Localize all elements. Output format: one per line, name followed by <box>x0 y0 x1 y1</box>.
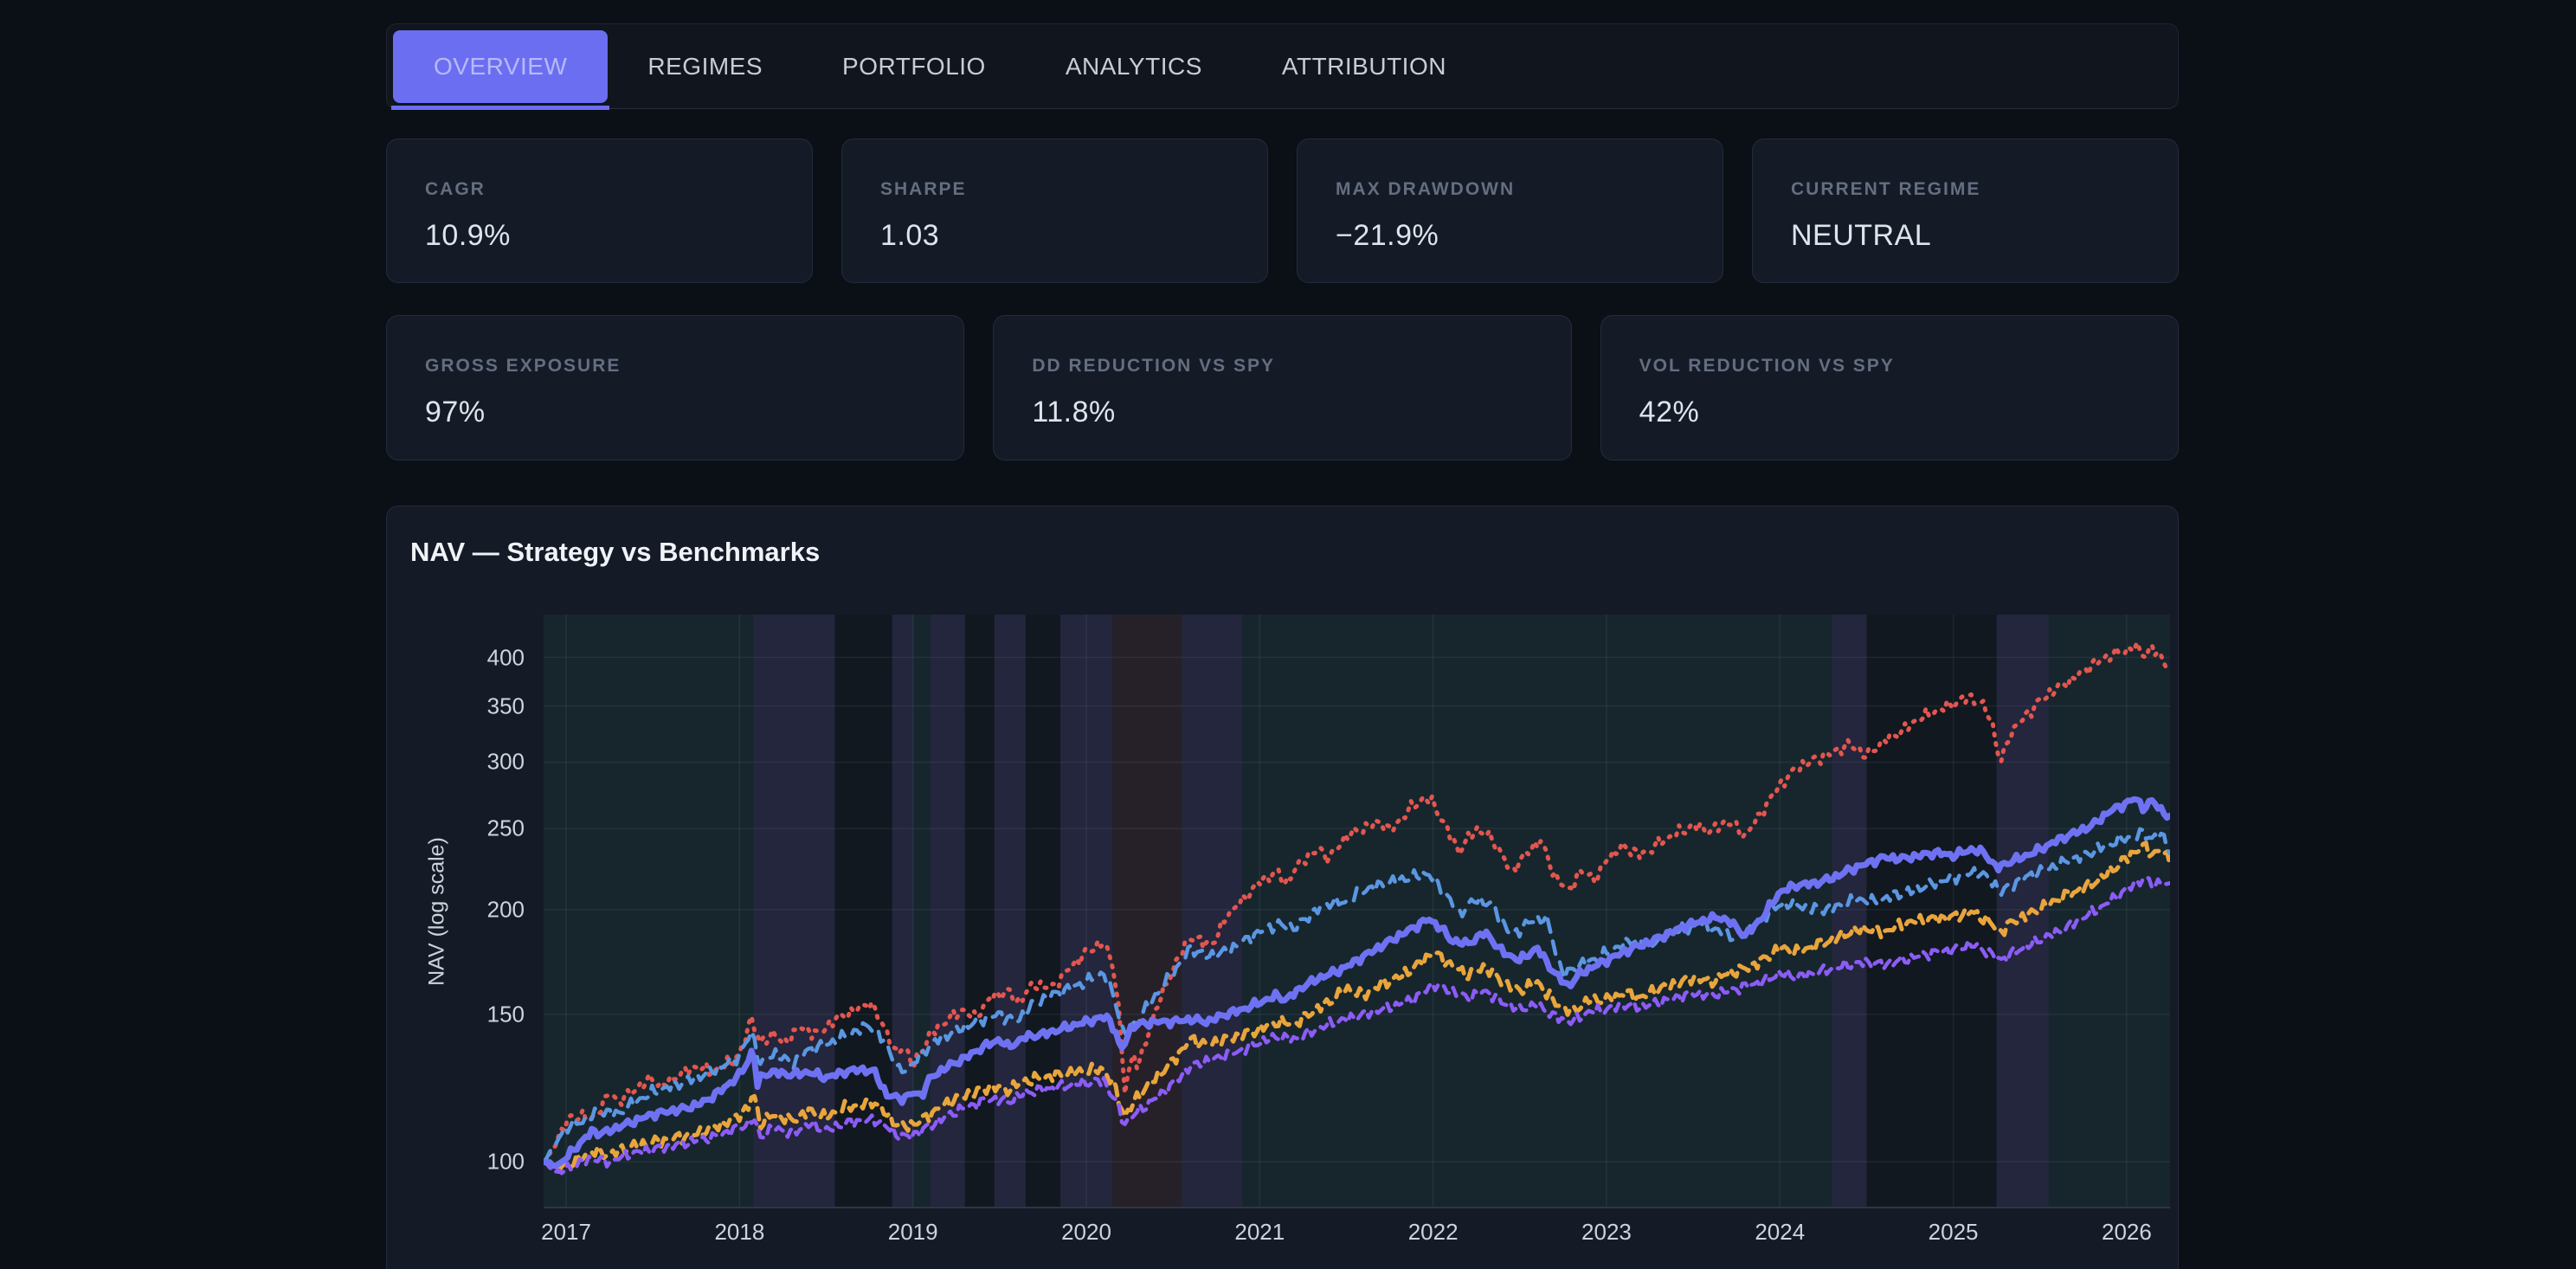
stat-label: MAX DRAWDOWN <box>1336 179 1516 199</box>
stat-card-gross-exposure: GROSS EXPOSURE 97% <box>386 315 965 461</box>
x-tick-label: 2017 <box>541 1219 591 1245</box>
stat-label: VOL REDUCTION VS SPY <box>1639 356 1895 376</box>
nav-chart-plot-area[interactable] <box>544 615 2170 1208</box>
x-tick-label: 2025 <box>1928 1219 1979 1245</box>
x-tick-label: 2020 <box>1061 1219 1111 1245</box>
y-tick-label: 200 <box>486 896 525 923</box>
stat-card-max-drawdown: MAX DRAWDOWN −21.9% <box>1297 138 1723 283</box>
tab-regimes[interactable]: REGIMES <box>647 52 763 80</box>
stat-label: CAGR <box>425 179 486 199</box>
stat-label: DD REDUCTION VS SPY <box>1032 356 1276 376</box>
y-tick-label: 100 <box>486 1148 525 1175</box>
tab-attribution[interactable]: ATTRIBUTION <box>1281 52 1446 80</box>
tab-bar: OVERVIEW REGIMES PORTFOLIO ANALYTICS ATT… <box>386 23 2179 110</box>
stat-card-sharpe: SHARPE 1.03 <box>841 138 1268 283</box>
stat-label: CURRENT REGIME <box>1791 179 1981 199</box>
stat-value: 1.03 <box>880 219 940 252</box>
stats-row-2: GROSS EXPOSURE 97% DD REDUCTION VS SPY 1… <box>386 315 2179 461</box>
y-tick-label: 150 <box>486 1001 525 1027</box>
x-tick-label: 2018 <box>714 1219 765 1245</box>
x-tick-label: 2022 <box>1407 1219 1459 1245</box>
stat-card-dd-reduction: DD REDUCTION VS SPY 11.8% <box>993 315 1572 461</box>
stat-value: 10.9% <box>425 219 511 252</box>
stat-label: GROSS EXPOSURE <box>425 356 621 376</box>
y-tick-label: 300 <box>486 748 525 775</box>
chart-title: NAV — Strategy vs Benchmarks <box>410 537 821 567</box>
y-tick-label: 250 <box>486 815 525 841</box>
stat-value: 42% <box>1639 396 1700 428</box>
y-tick-label: 350 <box>486 692 525 719</box>
stat-value: NEUTRAL <box>1791 219 1932 252</box>
tab-portfolio[interactable]: PORTFOLIO <box>842 52 986 80</box>
stat-card-cagr: CAGR 10.9% <box>386 138 813 283</box>
stat-value: 11.8% <box>1032 396 1116 428</box>
x-tick-label: 2023 <box>1581 1219 1632 1245</box>
stat-card-current-regime: CURRENT REGIME NEUTRAL <box>1752 138 2179 283</box>
x-tick-label: 2024 <box>1755 1219 1806 1245</box>
stat-label: SHARPE <box>880 179 967 199</box>
x-tick-label: 2026 <box>2101 1219 2152 1245</box>
stat-value: −21.9% <box>1336 219 1439 252</box>
x-tick-label: 2019 <box>887 1219 938 1245</box>
stats-row-1: CAGR 10.9% SHARPE 1.03 MAX DRAWDOWN −21.… <box>386 138 2179 283</box>
tab-analytics[interactable]: ANALYTICS <box>1065 52 1202 80</box>
y-tick-label: 400 <box>486 644 525 670</box>
stat-card-vol-reduction: VOL REDUCTION VS SPY 42% <box>1600 315 2179 461</box>
x-tick-label: 2021 <box>1234 1219 1285 1245</box>
stat-value: 97% <box>425 396 486 428</box>
tab-overview[interactable]: OVERVIEW <box>390 29 610 110</box>
